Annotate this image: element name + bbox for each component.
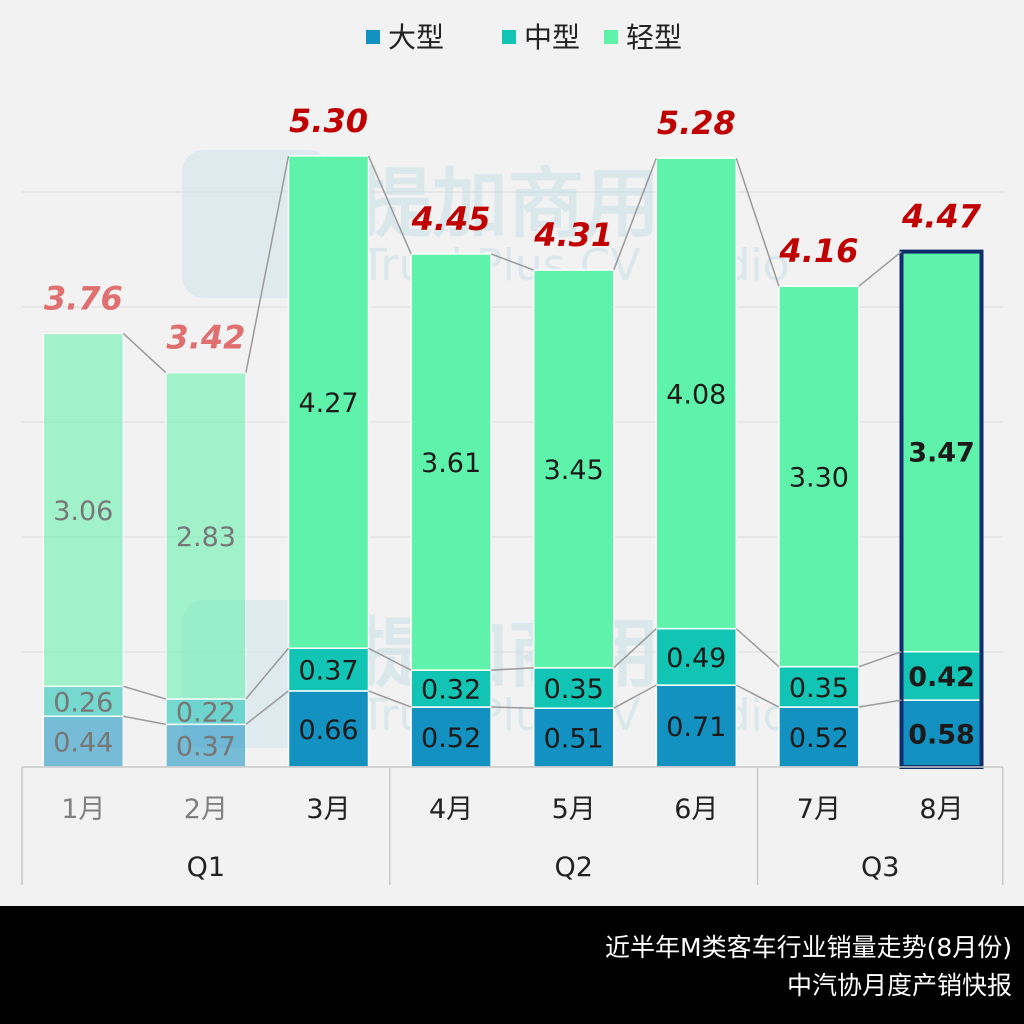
- connector-line: [858, 650, 902, 668]
- month-tick-label: 7月: [797, 794, 841, 825]
- legend-swatch: [604, 30, 618, 44]
- connector-line: [123, 715, 167, 726]
- total-value-label: 3.76: [44, 279, 123, 317]
- total-value-label: 3.42: [166, 319, 245, 357]
- bar-segment-large: [655, 684, 738, 768]
- month-tick-label: 8月: [919, 794, 963, 825]
- bar-segment-medium: [42, 685, 125, 718]
- connector-line: [858, 699, 902, 708]
- segment-value-label: 0.49: [666, 643, 726, 674]
- segment-value-label: 3.30: [789, 462, 849, 493]
- bar-segment-medium: [287, 647, 370, 692]
- connector-line: [245, 647, 290, 700]
- segment-value-label: 3.45: [544, 455, 604, 486]
- connector-line: [491, 706, 534, 709]
- footer-source: 中汽协月度产销快报: [786, 971, 1012, 1000]
- connector-line: [612, 157, 658, 271]
- footer-title: 近半年M类客车行业销量走势(8月份): [605, 933, 1012, 962]
- total-value-label: 4.45: [411, 200, 491, 238]
- bar-segment-medium: [410, 669, 492, 708]
- bar-segment-large: [900, 699, 983, 768]
- segment-value-label: 0.26: [53, 687, 113, 718]
- connector-line: [123, 685, 167, 700]
- bar-segment-light: [410, 253, 492, 671]
- legend-label: 轻型: [626, 21, 682, 54]
- month-tick-label: 2月: [184, 794, 228, 825]
- bar-segment-light: [287, 155, 370, 649]
- connector-line: [368, 690, 412, 708]
- footer: 近半年M类客车行业销量走势(8月份) 中汽协月度产销快报: [0, 906, 1024, 1024]
- legend-label: 中型: [524, 21, 580, 54]
- connector-line: [735, 684, 780, 708]
- segment-value-label: 2.83: [176, 522, 236, 553]
- segment-value-label: 0.52: [421, 723, 481, 754]
- segment-value-label: 4.08: [666, 379, 726, 410]
- quarter-label: Q1: [187, 852, 225, 883]
- legend-swatch: [366, 30, 380, 44]
- bar-segment-light: [778, 285, 860, 668]
- month-tick-label: 5月: [552, 794, 596, 825]
- segment-value-label: 0.37: [176, 732, 236, 763]
- month-tick-label: 6月: [674, 794, 718, 825]
- total-value-label: 5.30: [289, 102, 368, 140]
- segment-value-label: 0.42: [908, 662, 975, 693]
- segment-value-label: 0.71: [666, 712, 726, 743]
- segment-value-label: 0.35: [789, 673, 849, 704]
- connector-line: [858, 251, 902, 287]
- total-value-label: 4.16: [778, 232, 858, 270]
- bar-segment-light: [532, 269, 615, 669]
- total-value-label: 4.47: [901, 198, 982, 236]
- segment-value-label: 3.06: [53, 496, 113, 527]
- total-value-label: 5.28: [657, 104, 736, 142]
- connector-line: [245, 155, 290, 373]
- connector-line: [491, 667, 534, 671]
- legend-swatch: [502, 30, 516, 44]
- bar-segment-large: [532, 707, 615, 768]
- total-value-label: 4.31: [533, 216, 613, 254]
- bar-segment-medium: [778, 665, 860, 708]
- bar-segment-light: [165, 371, 247, 700]
- month-tick-label: 3月: [306, 794, 350, 825]
- bar-segment-light: [42, 332, 125, 688]
- segment-value-label: 0.51: [544, 724, 604, 755]
- month-tick-label: 1月: [61, 794, 105, 825]
- segment-value-label: 0.22: [176, 698, 236, 729]
- segment-value-label: 0.52: [789, 723, 849, 754]
- connector-line: [735, 628, 780, 668]
- segment-value-label: 0.35: [544, 674, 604, 705]
- quarter-label: Q2: [554, 852, 592, 883]
- quarter-label: Q3: [861, 852, 899, 883]
- segment-value-label: 0.58: [908, 720, 975, 751]
- connector-line: [122, 332, 167, 374]
- connector-line: [735, 157, 780, 287]
- connector-line: [613, 628, 657, 669]
- segment-value-label: 3.47: [908, 438, 975, 469]
- bar-segment-light: [655, 157, 738, 630]
- connector-line: [245, 690, 289, 725]
- connector-line: [367, 155, 412, 255]
- segment-value-label: 0.37: [298, 656, 358, 687]
- bar-segment-medium: [532, 667, 615, 709]
- segment-value-label: 4.27: [298, 388, 358, 419]
- legend-label: 大型: [388, 21, 444, 54]
- bar-segment-medium: [165, 698, 247, 726]
- segment-value-label: 0.44: [53, 728, 113, 759]
- segment-value-label: 0.66: [298, 715, 358, 746]
- connector-line: [613, 684, 657, 709]
- month-tick-label: 4月: [429, 794, 473, 825]
- connector-line: [368, 647, 412, 671]
- segment-value-label: 3.61: [421, 448, 481, 479]
- bar-segment-large: [165, 723, 247, 768]
- segment-value-label: 0.32: [421, 675, 481, 706]
- connector-line: [490, 253, 534, 271]
